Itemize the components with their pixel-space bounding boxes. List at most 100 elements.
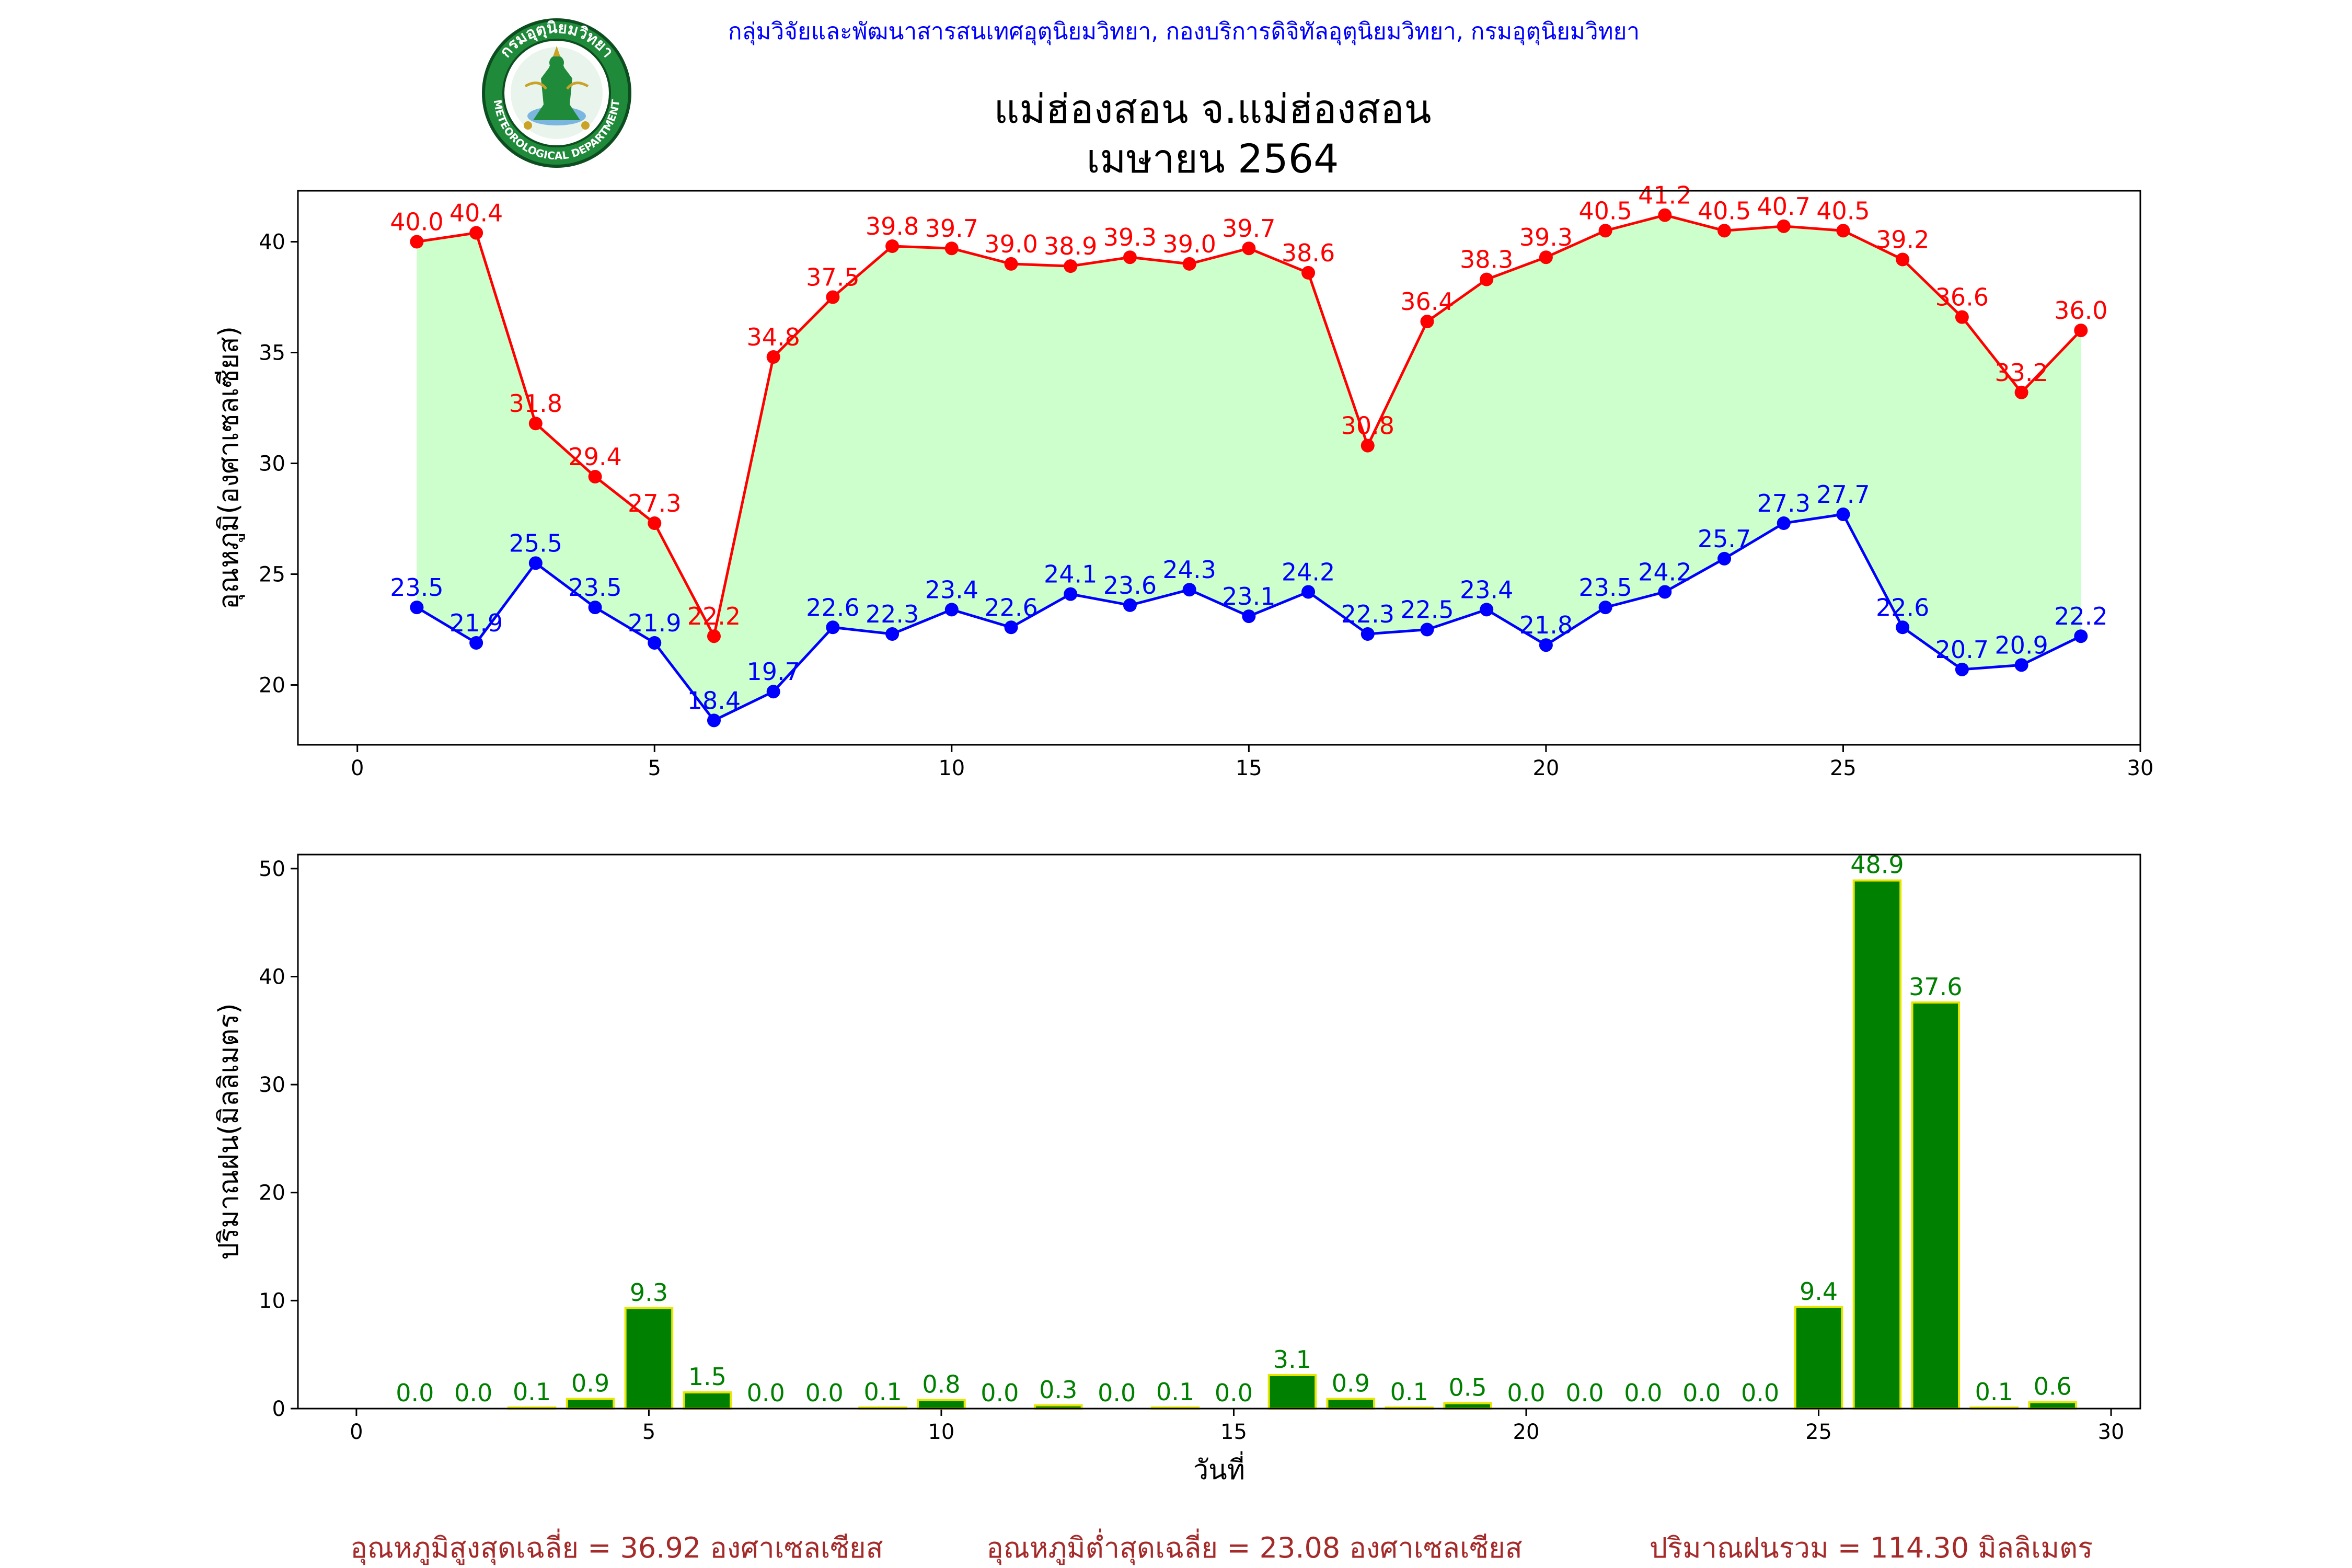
min-temp-value-label: 21.9 bbox=[449, 609, 503, 637]
max-temp-point bbox=[1717, 224, 1732, 238]
max-temp-value-label: 39.0 bbox=[1162, 230, 1216, 258]
min-temp-point bbox=[1480, 603, 1494, 617]
min-temp-value-label: 24.2 bbox=[1638, 558, 1691, 586]
rain-value-label: 0.0 bbox=[454, 1379, 492, 1407]
min-temp-point bbox=[1896, 620, 1910, 635]
max-temp-point bbox=[2014, 385, 2028, 399]
rainfall-chart: 0 5 10 15 20 25 30 0 10 20 30 40 50 0.0 0.0 0.1 0.9 9.3 1.… bbox=[213, 851, 2141, 1486]
min-temp-point bbox=[1182, 583, 1196, 597]
avg-min-temperature: อุณหภูมิต่ำสุดเฉลี่ย = 23.08 องศาเซลเซีย… bbox=[986, 1528, 1522, 1565]
x-tick-label: 10 bbox=[938, 756, 965, 780]
max-temp-point bbox=[1301, 266, 1316, 280]
rain-bar bbox=[1794, 1306, 1843, 1410]
min-temp-value-label: 22.6 bbox=[1876, 593, 1929, 621]
max-temp-point bbox=[1658, 208, 1672, 222]
max-temp-value-label: 39.3 bbox=[1519, 223, 1573, 251]
rain-value-label: 0.0 bbox=[747, 1379, 785, 1407]
min-temp-value-label: 22.3 bbox=[866, 600, 919, 628]
rain-value-label: 0.0 bbox=[1682, 1379, 1721, 1407]
min-temp-point bbox=[1717, 551, 1732, 566]
min-temp-point bbox=[1539, 638, 1553, 652]
min-temp-value-label: 22.6 bbox=[806, 593, 859, 621]
x-tick-label: 25 bbox=[1805, 1420, 1832, 1444]
max-temp-point bbox=[1242, 241, 1256, 256]
min-temp-point bbox=[1598, 601, 1612, 615]
rain-bar bbox=[1911, 1001, 1961, 1410]
rainfall-plot-frame bbox=[297, 854, 2141, 1410]
max-temp-value-label: 33.2 bbox=[1994, 359, 2048, 387]
min-temp-point bbox=[469, 636, 483, 650]
rain-value-label: 0.5 bbox=[1449, 1374, 1487, 1402]
rain-value-label: 3.1 bbox=[1273, 1345, 1311, 1374]
min-temp-value-label: 18.4 bbox=[687, 686, 741, 714]
x-tick-label: 0 bbox=[351, 756, 364, 780]
min-temp-point bbox=[826, 620, 840, 635]
min-temp-point bbox=[885, 627, 900, 641]
rain-bar bbox=[1443, 1402, 1492, 1410]
min-temp-value-label: 19.7 bbox=[746, 658, 800, 686]
min-temp-point bbox=[1242, 609, 1256, 624]
max-temp-value-label: 36.4 bbox=[1400, 287, 1454, 316]
max-temp-point bbox=[1123, 250, 1137, 264]
max-temp-value-label: 29.4 bbox=[568, 443, 621, 471]
max-temp-value-label: 39.3 bbox=[1103, 223, 1157, 251]
max-temp-value-label: 40.5 bbox=[1698, 197, 1751, 225]
y-tick-label: 20 bbox=[259, 674, 285, 698]
max-temp-value-label: 38.6 bbox=[1282, 239, 1335, 267]
x-tick-label: 20 bbox=[1513, 1420, 1540, 1444]
min-temp-value-label: 23.5 bbox=[390, 573, 443, 602]
y-tick-label: 40 bbox=[259, 965, 285, 989]
rain-value-label: 0.1 bbox=[513, 1378, 551, 1406]
total-rainfall: ปริมาณฝนรวม = 114.30 มิลลิเมตร bbox=[1650, 1531, 2093, 1564]
max-temp-value-label: 40.5 bbox=[1816, 197, 1870, 225]
max-temp-value-label: 36.6 bbox=[1935, 283, 1989, 312]
rain-value-label: 1.5 bbox=[688, 1363, 727, 1391]
rain-bar bbox=[624, 1307, 674, 1410]
min-temp-value-label: 24.2 bbox=[1282, 558, 1335, 586]
min-temp-point bbox=[707, 713, 721, 728]
min-temp-point bbox=[1361, 627, 1375, 641]
max-temp-point bbox=[1182, 257, 1196, 271]
max-temp-point bbox=[944, 241, 959, 256]
min-temp-value-label: 20.9 bbox=[1994, 631, 2048, 659]
max-temp-point bbox=[826, 290, 840, 304]
rain-value-label: 0.0 bbox=[1098, 1379, 1136, 1407]
min-temp-value-label: 23.4 bbox=[1460, 575, 1513, 604]
min-temp-value-label: 23.5 bbox=[1578, 573, 1632, 602]
max-temp-point bbox=[1836, 224, 1850, 238]
min-temp-point bbox=[528, 556, 543, 570]
x-tick-label: 5 bbox=[642, 1420, 655, 1444]
max-temp-value-label: 31.8 bbox=[509, 389, 562, 418]
max-temp-point bbox=[1955, 310, 1969, 324]
min-temp-point bbox=[1123, 598, 1137, 612]
max-temp-point bbox=[1004, 257, 1018, 271]
rainfall-axis-label: ปริมาณฝน(มิลลิเมตร) bbox=[213, 1003, 245, 1260]
max-temp-point bbox=[1539, 250, 1553, 264]
temperature-axis-label: อุณหภูมิ(องศาเซลเซียส) bbox=[213, 326, 245, 609]
min-temp-value-label: 20.7 bbox=[1935, 636, 1989, 664]
agency-line: กลุ่มวิจัยและพัฒนาสารสนเทศอุตุนิยมวิทยา,… bbox=[728, 18, 1640, 45]
min-temp-point bbox=[1658, 585, 1672, 599]
chart-title-month: เมษายน 2564 bbox=[1087, 135, 1339, 182]
rain-value-label: 0.1 bbox=[863, 1378, 902, 1406]
min-temp-value-label: 24.3 bbox=[1162, 556, 1216, 584]
min-temp-point bbox=[648, 636, 662, 650]
rain-value-label: 0.1 bbox=[1156, 1378, 1194, 1406]
max-temp-value-label: 39.0 bbox=[984, 230, 1037, 258]
temperature-range-fill bbox=[417, 215, 2081, 721]
min-temp-point bbox=[588, 601, 602, 615]
rain-value-label: 0.0 bbox=[981, 1379, 1019, 1407]
min-temp-point bbox=[410, 601, 424, 615]
min-temp-point bbox=[2074, 629, 2088, 643]
x-tick-label: 30 bbox=[2127, 756, 2154, 780]
rain-bar bbox=[683, 1391, 732, 1410]
min-temp-value-label: 23.1 bbox=[1222, 582, 1275, 610]
rain-value-label: 0.0 bbox=[1741, 1379, 1779, 1407]
max-temp-value-label: 39.2 bbox=[1876, 225, 1929, 253]
rain-value-label: 9.3 bbox=[630, 1278, 668, 1307]
rain-bar bbox=[917, 1399, 966, 1410]
min-temp-value-label: 27.7 bbox=[1816, 480, 1870, 509]
rain-value-label: 0.0 bbox=[805, 1379, 844, 1407]
min-temp-value-label: 25.7 bbox=[1698, 525, 1751, 553]
rain-value-label: 48.9 bbox=[1850, 851, 1904, 879]
